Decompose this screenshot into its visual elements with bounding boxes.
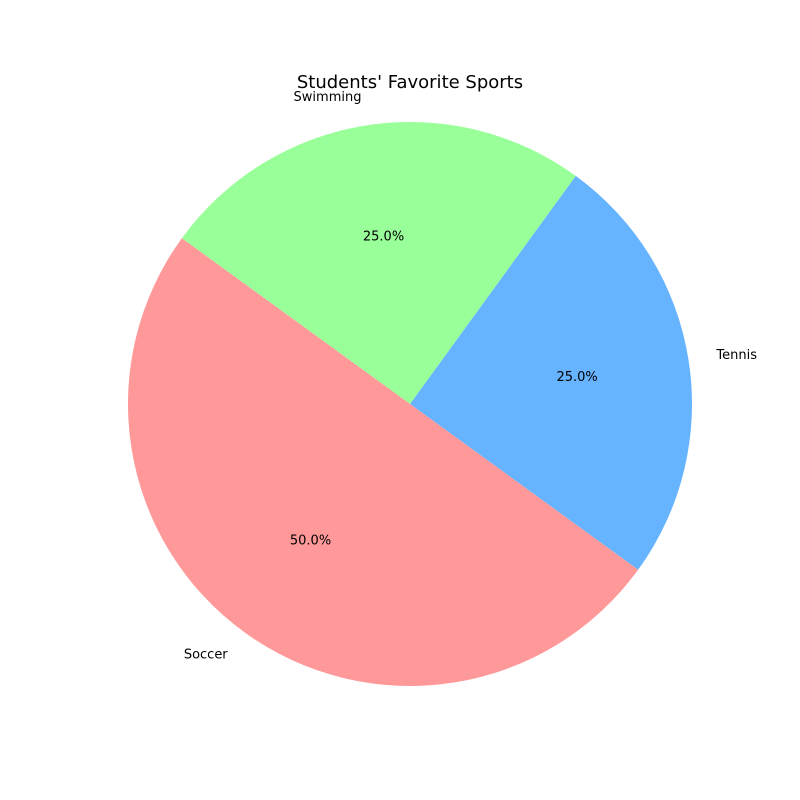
slice-pct-tennis: 25.0% [556, 370, 597, 385]
chart-title: Students' Favorite Sports [297, 72, 523, 93]
slice-label-soccer: Soccer [184, 647, 228, 662]
slice-label-swimming: Swimming [294, 90, 362, 105]
pie-slice-soccer [128, 238, 639, 686]
slice-pct-swimming: 25.0% [363, 229, 404, 244]
pie-labels: Tennis 25.0% Swimming 25.0% Soccer 50.0% [184, 90, 757, 662]
pie-slice-tennis [410, 175, 692, 570]
slice-label-tennis: Tennis [715, 348, 757, 363]
slice-pct-soccer: 50.0% [290, 533, 331, 548]
pie-slices [128, 121, 692, 686]
pie-slice-swimming [181, 121, 576, 404]
